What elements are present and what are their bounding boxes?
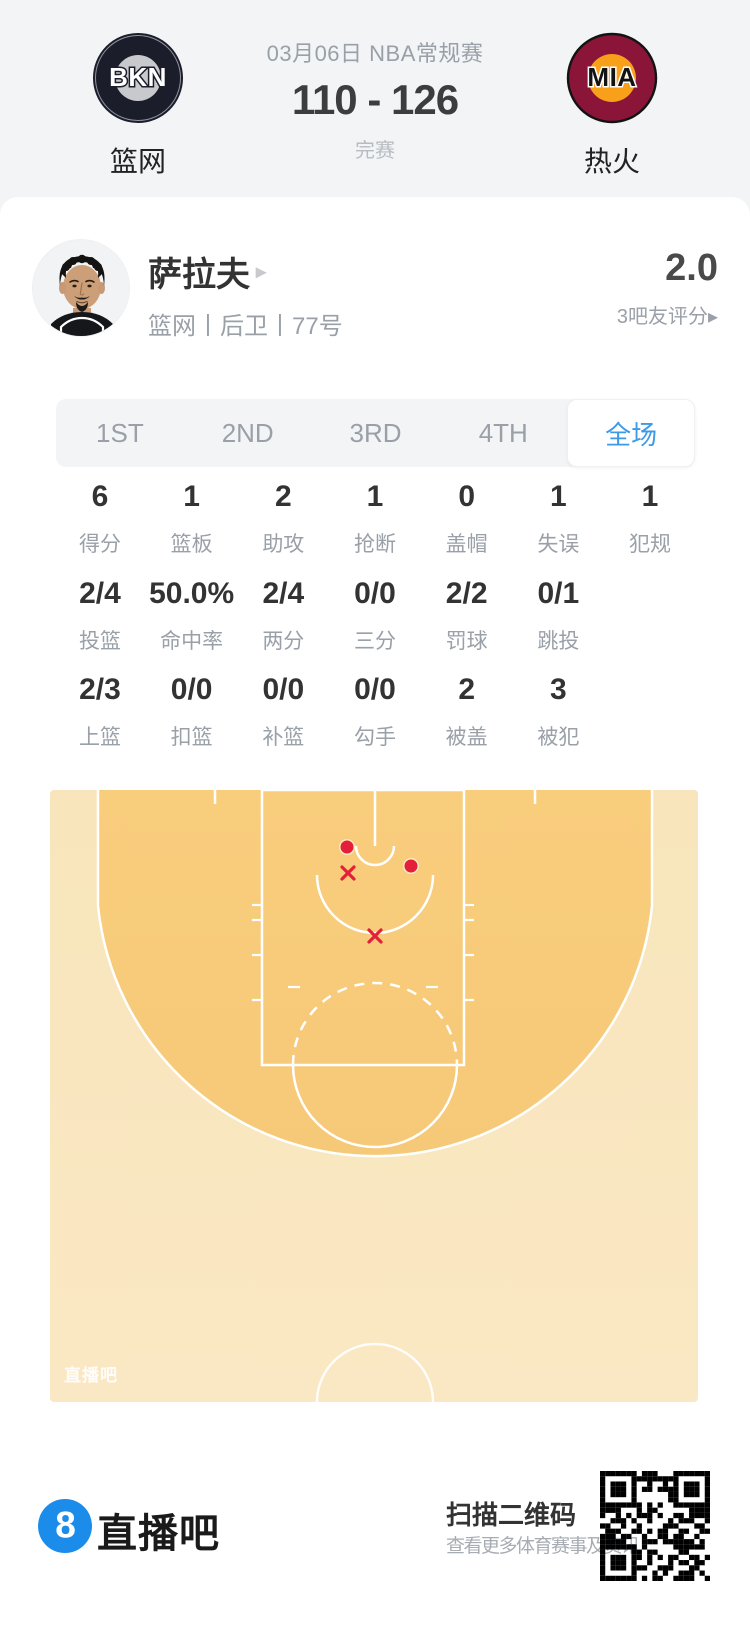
svg-text:8: 8 — [55, 1505, 76, 1546]
